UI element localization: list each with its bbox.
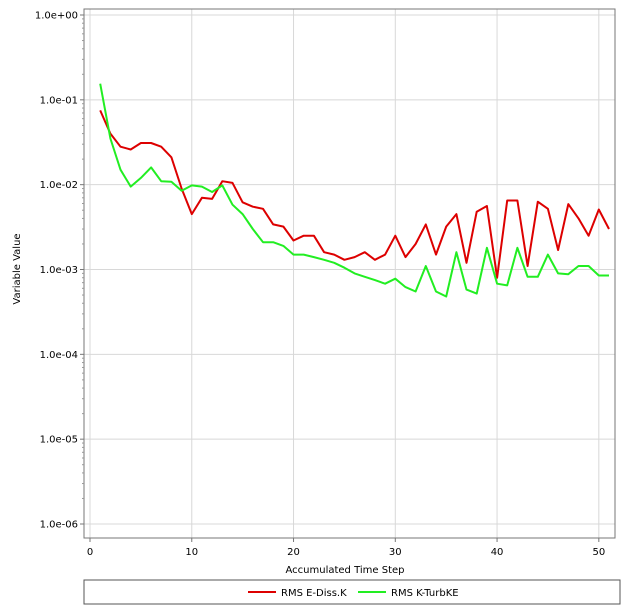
x-tick-label: 20 <box>287 547 300 558</box>
legend-label: RMS K-TurbKE <box>391 588 459 599</box>
y-tick-label: 1.0e-01 <box>40 95 78 106</box>
legend: RMS E-Diss.K RMS K-TurbKE <box>83 579 621 605</box>
x-axis-label: Accumulated Time Step <box>285 565 404 576</box>
x-tick-label: 40 <box>491 547 504 558</box>
x-tick-label: 0 <box>87 547 93 558</box>
y-tick-label: 1.0e-05 <box>40 435 78 446</box>
series-line-2 <box>99 83 609 298</box>
y-tick-label: 1.0e-04 <box>40 350 78 361</box>
legend-box <box>83 579 621 605</box>
y-tick-label: 1.0e-06 <box>40 520 78 531</box>
y-axis-label: Variable Value <box>12 233 23 304</box>
series-lines <box>99 83 610 298</box>
legend-label: RMS E-Diss.K <box>281 588 347 599</box>
legend-items: RMS E-Diss.K RMS K-TurbKE <box>248 588 459 599</box>
axis-ticks: 0 10 20 30 40 50 1.0e-06 1.0e-05 1.0e-04 1.0e-03 1… <box>35 11 605 559</box>
x-tick-label: 30 <box>389 547 402 558</box>
y-tick-label: 1.0e+00 <box>35 11 78 22</box>
y-tick-label: 1.0e-02 <box>40 180 78 191</box>
series-line-1 <box>99 109 610 279</box>
x-tick-label: 50 <box>592 547 605 558</box>
y-tick-label: 1.0e-03 <box>40 265 78 276</box>
x-tick-label: 10 <box>185 547 198 558</box>
